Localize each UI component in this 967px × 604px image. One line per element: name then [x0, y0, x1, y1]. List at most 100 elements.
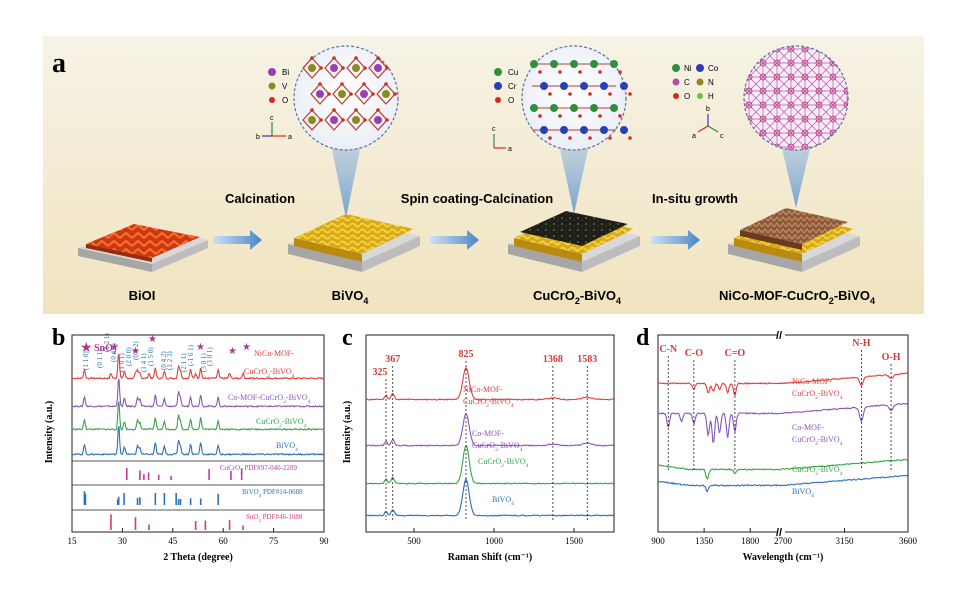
c-peak-label: 367	[385, 354, 400, 365]
o-atom	[578, 70, 582, 74]
panel-a: a BiOI Calcination BiVO4 Bi V O	[43, 36, 924, 314]
b-sno2-star: ★	[242, 342, 251, 353]
b-legend-0-line2: CuCrO2-BiVO4	[244, 367, 295, 379]
cucro2-bivo4-label: CuCrO2-BiVO4	[533, 288, 621, 306]
bioi-label: BiOI	[129, 288, 156, 303]
cu-atom	[530, 60, 538, 68]
cu-atom	[570, 60, 578, 68]
sno2-star-marker: ★	[80, 341, 93, 356]
b-legend-2: CuCrO2-BiVO4	[256, 417, 307, 429]
cr-atom	[540, 126, 548, 134]
b-xtick-label: 45	[168, 536, 178, 546]
c-peak-label: 325	[373, 367, 388, 378]
nico-mof-substrate	[728, 208, 860, 272]
mof-legend: Ni Co C N O H	[672, 64, 719, 101]
d-legend-3: BiVO4	[792, 487, 814, 499]
o-atom	[363, 66, 367, 70]
b-peak-label: (1 0 1)	[118, 353, 126, 372]
svg-text:O: O	[282, 96, 288, 105]
axis-break-top-mask	[777, 330, 785, 340]
d-xtick-label: 2700	[774, 536, 793, 546]
o-atom	[598, 114, 602, 118]
o-atom	[618, 70, 622, 74]
nico-mof-label: NiCo-MOF-CuCrO2-BiVO4	[719, 288, 875, 306]
b-xtick-label: 30	[118, 536, 128, 546]
o-atom	[558, 114, 562, 118]
bi-atom	[360, 90, 368, 98]
b-peak-label: (1 1 0)	[82, 351, 90, 370]
cu-atom	[550, 60, 558, 68]
panel-d-frame	[657, 334, 909, 533]
svg-text:Cu: Cu	[508, 68, 518, 77]
bivo4-polyhedron	[368, 109, 388, 131]
bivo4-polyhedron	[332, 83, 352, 105]
cu-atom	[530, 104, 538, 112]
b-xtick-label: 60	[219, 536, 229, 546]
panel-d-letter: d	[636, 325, 650, 351]
panel-b-ylabel: Intensity (a.u.)	[44, 401, 55, 464]
b-sno2-star: ★	[196, 342, 205, 353]
svg-text:b: b	[256, 134, 260, 141]
panel-c: c Intensity (a.u.) Raman Shift (cm⁻¹) 50…	[342, 325, 615, 563]
b-peak-label: (0 0 2)	[132, 341, 140, 360]
o-atom	[385, 118, 389, 122]
bivo4-polyhedron	[376, 83, 396, 105]
b-peak-label: (1 4 1)	[140, 353, 148, 372]
svg-text:O: O	[508, 96, 514, 105]
b-legend-3: BiVO4	[276, 441, 298, 453]
o-atom	[340, 82, 344, 86]
axis-break-bottom-mask	[777, 527, 785, 537]
o-atom	[578, 114, 582, 118]
svg-text:H: H	[708, 92, 714, 101]
b-peak-label: (1 2 1)	[103, 333, 111, 352]
o-atom	[318, 82, 322, 86]
axis-break-bottom: //	[776, 527, 782, 539]
c-peak-label: 1368	[543, 354, 563, 365]
b-xtick-label: 90	[320, 536, 330, 546]
bi-atom	[316, 90, 324, 98]
cr-atom	[600, 82, 608, 90]
svg-text:C: C	[684, 78, 690, 87]
step-spin-coating: Spin coating-Calcination	[401, 191, 553, 206]
b-legend-0-line1: NiCo-MOF-	[254, 349, 294, 358]
step-in-situ-growth: In-situ growth	[652, 191, 738, 206]
o-atom	[538, 70, 542, 74]
d-band-label: C-O	[685, 348, 704, 359]
cucro2-axes-icon: c a	[492, 126, 512, 153]
d-band-label: N-H	[852, 338, 871, 349]
d-xtick-label: 3150	[836, 536, 855, 546]
c-series-0	[365, 366, 615, 401]
panel-d-xlabel: Wavelength (cm⁻¹)	[743, 552, 824, 563]
c-legend-0-line1: NiCo-MOF-	[463, 385, 503, 394]
b-sno2-star: ★	[228, 346, 237, 357]
d-xtick-label: 900	[651, 536, 665, 546]
panel-b-frame	[71, 334, 325, 533]
b-xtick-label: 75	[269, 536, 279, 546]
bivo4-polyhedron	[368, 57, 388, 79]
o-atom	[568, 136, 572, 140]
cucro2-zoom-cone	[558, 140, 590, 214]
svg-text:a: a	[692, 133, 696, 140]
b-series-1	[71, 378, 325, 408]
svg-text:c: c	[720, 133, 724, 140]
b-xtick-label: 15	[68, 536, 78, 546]
d-xtick-label: 1800	[741, 536, 760, 546]
mof-axes-icon: b c a	[692, 106, 724, 140]
bivo4-crystal-bubble	[293, 45, 399, 151]
bivo4-label: BiVO4	[332, 288, 369, 306]
bivo4-zoom-cone	[330, 140, 362, 218]
o-atom	[310, 108, 314, 112]
panel-b-letter: b	[52, 325, 65, 351]
c-legend-3: BiVO4	[492, 495, 514, 507]
b-peak-label: (-1 6 1)	[187, 344, 195, 366]
b-series-2	[71, 401, 325, 431]
svg-text:a: a	[288, 134, 292, 141]
d-band-label: C-N	[659, 344, 678, 355]
o-atom	[538, 114, 542, 118]
svg-text:Ni: Ni	[684, 64, 692, 73]
b-peak-label: (1 5 0)	[147, 347, 155, 366]
o-atom	[628, 92, 632, 96]
cu-atom	[590, 104, 598, 112]
o-atom	[376, 108, 380, 112]
